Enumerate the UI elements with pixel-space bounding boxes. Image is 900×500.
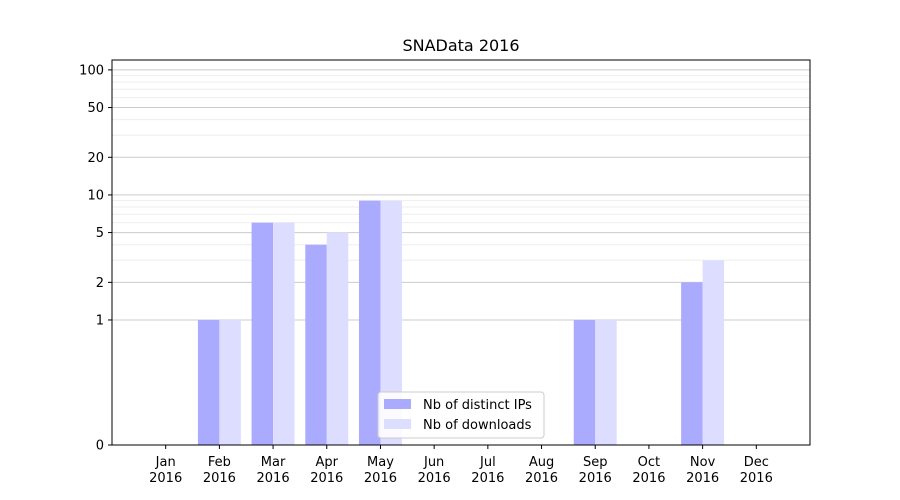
bar-distinct-ips-3 [251, 222, 274, 445]
legend-swatch [384, 419, 411, 429]
y-tick-label: 50 [87, 101, 104, 116]
x-tick-label: Mar [261, 455, 286, 470]
x-tick-label-year: 2016 [740, 471, 773, 486]
x-tick-label: Aug [529, 455, 554, 470]
bar-distinct-ips-11 [681, 282, 703, 445]
x-tick-label: Apr [316, 455, 339, 470]
x-tick-label: Feb [208, 455, 231, 470]
x-tick-label-year: 2016 [579, 471, 612, 486]
y-tick-label: 20 [87, 151, 104, 166]
x-tick-label: Jan [155, 455, 176, 470]
x-tick-label: Jun [423, 455, 444, 470]
x-tick-label-year: 2016 [418, 471, 451, 486]
x-axis: Jan2016Feb2016Mar2016Apr2016May2016Jun20… [149, 445, 773, 486]
x-tick-label-year: 2016 [149, 471, 182, 486]
bar-downloads-9 [595, 319, 617, 445]
x-tick-label: Dec [744, 455, 769, 470]
x-tick-label-year: 2016 [471, 471, 504, 486]
x-tick-label: May [367, 455, 394, 470]
legend: Nb of distinct IPs Nb of downloads [377, 391, 545, 439]
x-tick-label-year: 2016 [686, 471, 719, 486]
x-tick-label-year: 2016 [310, 471, 343, 486]
legend-swatch [384, 399, 411, 409]
y-tick-label: 2 [96, 276, 104, 291]
y-axis: 0 1 2 5 10 20 50 100 [79, 63, 112, 454]
bar-distinct-ips-2 [197, 319, 220, 445]
y-tick-label: 5 [96, 226, 104, 241]
x-tick-label: Nov [690, 455, 716, 470]
legend-box [377, 391, 545, 439]
y-tick-label: 100 [79, 63, 104, 78]
x-tick-label: Sep [583, 455, 608, 470]
x-tick-label: Oct [638, 455, 660, 470]
bar-downloads-4 [326, 232, 349, 445]
bar-downloads-2 [219, 319, 241, 445]
x-tick-label-year: 2016 [257, 471, 290, 486]
x-tick-label-year: 2016 [632, 471, 665, 486]
bar-downloads-5 [380, 200, 402, 445]
bar-downloads-11 [702, 260, 725, 445]
plot-frame [111, 59, 811, 446]
legend-label: Nb of downloads [423, 418, 532, 433]
x-tick-label-year: 2016 [364, 471, 397, 486]
bar-distinct-ips-9 [573, 319, 596, 445]
y-tick-label: 1 [96, 313, 104, 328]
bar-distinct-ips-5 [358, 200, 381, 445]
bars [197, 200, 725, 445]
bar-distinct-ips-4 [305, 244, 327, 445]
bar-downloads-3 [273, 222, 295, 445]
x-tick-label-year: 2016 [203, 471, 236, 486]
y-tick-label: 0 [96, 439, 104, 454]
chart-title: SNAData 2016 [402, 36, 519, 55]
legend-label: Nb of distinct IPs [423, 398, 532, 413]
x-tick-label-year: 2016 [525, 471, 558, 486]
x-tick-label: Jul [479, 455, 496, 470]
y-tick-label: 10 [87, 188, 104, 203]
